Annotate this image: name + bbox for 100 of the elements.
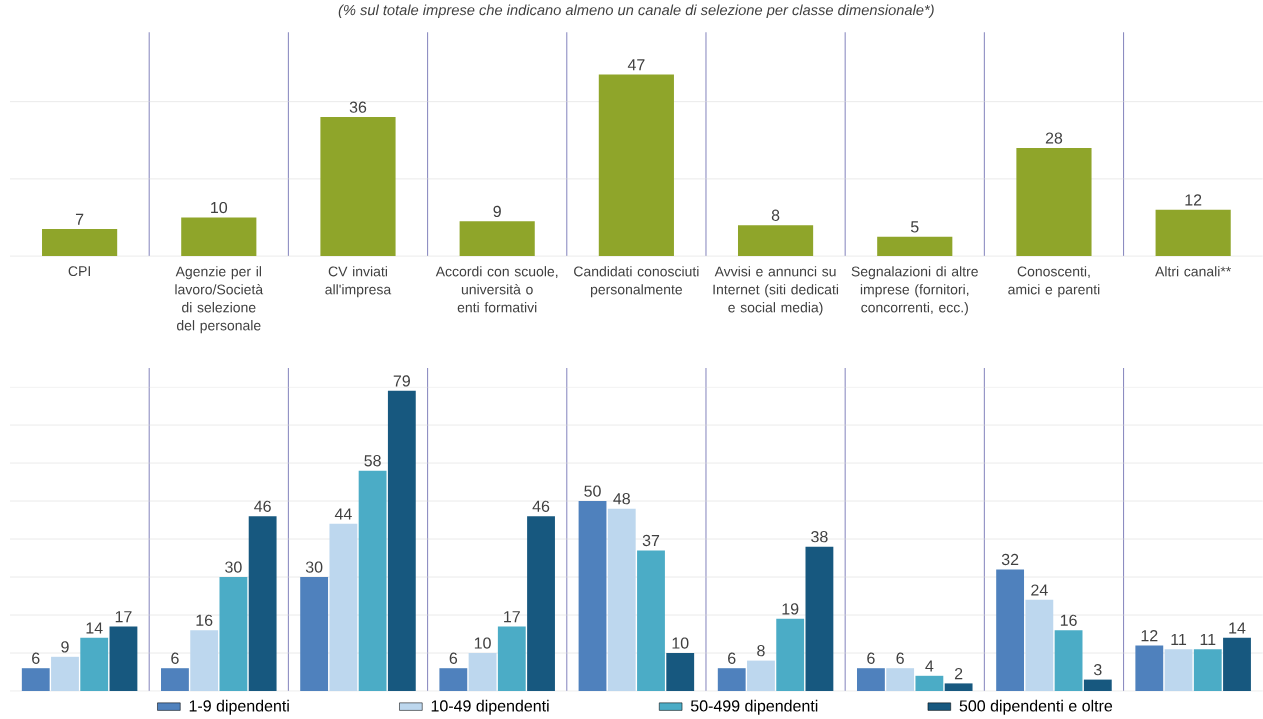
bar	[607, 508, 636, 692]
data-label: 4	[925, 660, 934, 672]
bar	[637, 550, 665, 692]
data-label: 9	[61, 641, 69, 653]
bar	[248, 516, 277, 692]
data-label: 38	[811, 531, 828, 543]
bar	[737, 225, 814, 257]
data-label: 8	[771, 209, 780, 222]
bar	[51, 656, 79, 692]
data-label: 32	[1001, 553, 1019, 566]
data-label: 6	[449, 652, 458, 665]
bar	[21, 668, 50, 692]
bar	[439, 668, 468, 692]
bar	[109, 626, 138, 692]
x-tick-label: Candidati conosciuti personalmente	[574, 266, 699, 298]
bar	[358, 470, 387, 692]
bar	[468, 653, 497, 692]
data-label: 48	[613, 493, 630, 505]
bar	[1135, 645, 1164, 692]
bar	[1193, 649, 1222, 692]
bar	[1016, 148, 1092, 257]
bar	[1164, 649, 1193, 692]
bar	[717, 668, 746, 692]
data-label: 28	[1045, 132, 1063, 144]
data-label: 30	[225, 561, 242, 573]
data-label: 50	[584, 485, 601, 497]
bar	[877, 236, 953, 257]
data-label: 36	[349, 101, 367, 113]
bar	[598, 74, 674, 257]
bar	[1054, 630, 1083, 692]
data-label: 7	[75, 213, 84, 225]
bar	[527, 516, 555, 692]
data-label: 37	[642, 534, 660, 547]
data-label: 8	[757, 645, 765, 657]
bar	[320, 117, 396, 257]
x-tick-label: Altri canali**	[1155, 266, 1232, 277]
legend-label: 50-499 dipendenti	[690, 699, 818, 715]
data-label: 10	[211, 202, 228, 214]
data-label: 6	[867, 652, 875, 665]
data-label: 19	[782, 603, 799, 615]
data-label: 11	[1200, 634, 1216, 646]
bar	[915, 675, 944, 692]
data-label: 79	[393, 375, 410, 387]
data-label: 58	[364, 455, 381, 467]
data-label: 5	[910, 221, 919, 233]
data-label: 10	[672, 637, 689, 649]
data-label: 2	[954, 668, 963, 680]
bar	[497, 626, 526, 692]
bar	[666, 653, 695, 692]
bar	[944, 683, 973, 692]
data-label: 6	[32, 652, 40, 665]
data-label: 17	[504, 611, 520, 623]
legend-label: 10-49 dipendenti	[431, 699, 549, 715]
data-label: 16	[1060, 614, 1077, 627]
bar	[80, 637, 109, 692]
bar	[747, 660, 775, 692]
bar	[181, 217, 257, 257]
bar	[996, 569, 1025, 692]
chart-subtitle: (% sul totale imprese che indicano almeno un canale di selezione per classe dimensionale*)	[338, 4, 934, 19]
legend-label: 1-9 dipendenti	[189, 699, 289, 715]
data-label: 6	[171, 652, 179, 665]
bar	[190, 630, 219, 692]
x-tick-label: Agenzie per il lavoro/Società di selezione del personale	[175, 266, 264, 334]
bar	[1223, 637, 1251, 692]
bar	[1083, 679, 1112, 692]
x-tick-label: Avvisi e annunci su Internet (siti dedicati e social media)	[713, 266, 839, 316]
data-label: 17	[115, 611, 132, 623]
data-label: 10	[474, 637, 491, 649]
data-label: 9	[493, 205, 501, 218]
bar	[886, 668, 915, 692]
x-tick-label: CV inviati all'impresa	[325, 266, 392, 298]
bar	[42, 229, 118, 257]
data-label: 16	[196, 614, 213, 627]
bar	[1155, 209, 1231, 257]
data-label: 47	[627, 59, 645, 71]
data-label: 46	[532, 500, 550, 513]
bar	[387, 390, 416, 692]
bar	[1025, 599, 1054, 692]
bar	[459, 221, 535, 257]
data-label: 6	[896, 652, 904, 665]
data-label: 11	[1171, 634, 1187, 646]
bar	[776, 618, 805, 692]
bar	[300, 577, 329, 692]
data-label: 44	[334, 508, 352, 520]
data-label: 12	[1141, 630, 1158, 642]
data-label: 30	[305, 561, 323, 573]
bar	[857, 668, 885, 692]
bar	[219, 577, 248, 692]
data-label: 46	[254, 500, 271, 513]
data-label: 14	[86, 622, 103, 634]
data-label: 3	[1093, 664, 1102, 676]
bar	[805, 546, 834, 692]
bar	[329, 523, 358, 692]
x-tick-label: Conoscenti, amici e parenti	[1008, 266, 1100, 298]
data-label: 6	[728, 652, 736, 665]
x-tick-label: Accordi con scuole, università o enti formativi	[435, 266, 558, 313]
bar	[578, 501, 607, 692]
data-label: 24	[1031, 584, 1048, 596]
x-tick-label: CPI	[68, 266, 90, 277]
bar	[161, 668, 189, 692]
